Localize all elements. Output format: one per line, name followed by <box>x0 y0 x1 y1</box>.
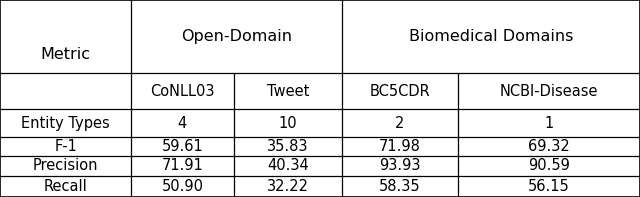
Text: 4: 4 <box>178 116 187 131</box>
Text: Tweet: Tweet <box>267 84 309 99</box>
Text: 10: 10 <box>278 116 298 131</box>
Text: 69.32: 69.32 <box>528 139 570 154</box>
Text: 2: 2 <box>396 116 404 131</box>
Text: CoNLL03: CoNLL03 <box>150 84 214 99</box>
Text: 90.59: 90.59 <box>528 158 570 174</box>
Text: 71.98: 71.98 <box>379 139 421 154</box>
Text: BC5CDR: BC5CDR <box>370 84 430 99</box>
Text: 93.93: 93.93 <box>380 158 420 174</box>
Text: 35.83: 35.83 <box>268 139 308 154</box>
Text: Metric: Metric <box>40 47 91 62</box>
Text: Precision: Precision <box>33 158 99 174</box>
Text: Entity Types: Entity Types <box>21 116 110 131</box>
Text: 40.34: 40.34 <box>267 158 309 174</box>
Text: Recall: Recall <box>44 179 88 194</box>
Text: 1: 1 <box>544 116 554 131</box>
Text: 32.22: 32.22 <box>267 179 309 194</box>
Text: NCBI-Disease: NCBI-Disease <box>500 84 598 99</box>
Text: 56.15: 56.15 <box>528 179 570 194</box>
Text: F-1: F-1 <box>54 139 77 154</box>
Text: 50.90: 50.90 <box>161 179 204 194</box>
Text: Biomedical Domains: Biomedical Domains <box>409 29 573 44</box>
Text: 71.91: 71.91 <box>161 158 204 174</box>
Text: 59.61: 59.61 <box>161 139 204 154</box>
Text: 58.35: 58.35 <box>379 179 421 194</box>
Text: Open-Domain: Open-Domain <box>181 29 292 44</box>
